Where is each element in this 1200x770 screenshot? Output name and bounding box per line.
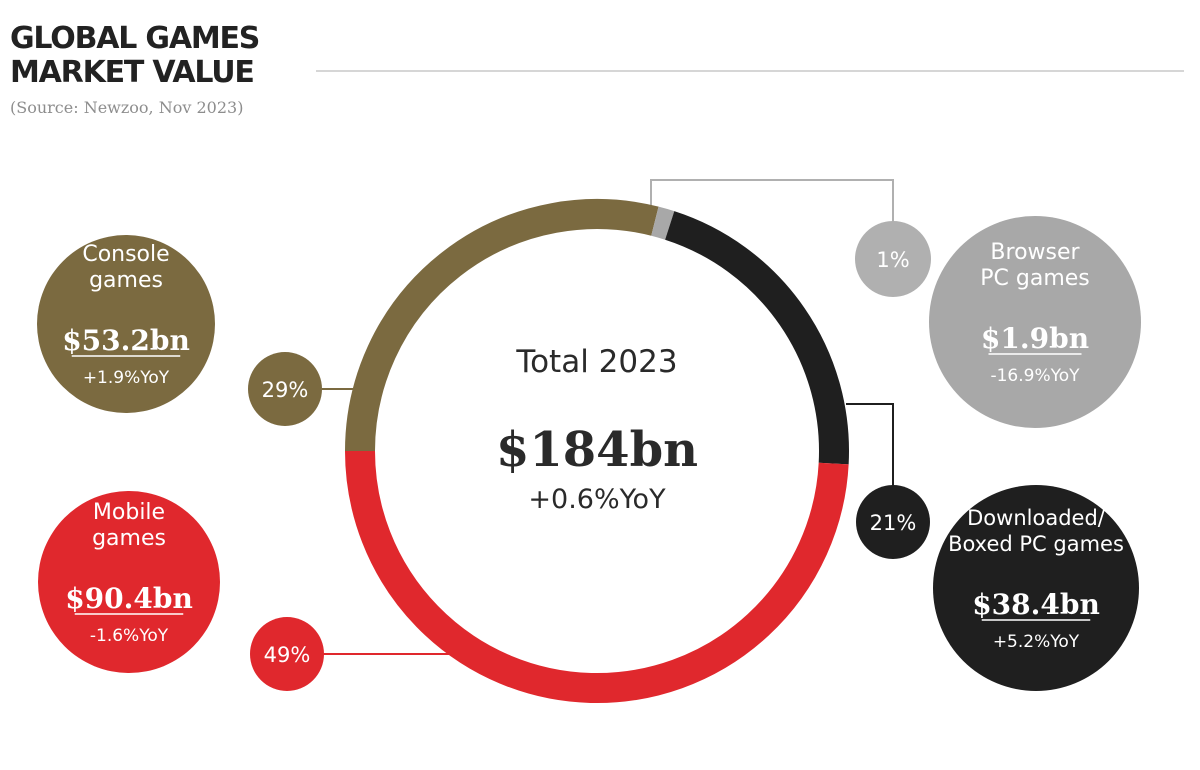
segment-bubble-console — [37, 235, 215, 413]
share-bubble-browser — [855, 221, 931, 297]
segment-value-downloaded: $38.4bn — [972, 588, 1100, 621]
segment-label-downloaded-line-1: Downloaded/ — [967, 506, 1106, 530]
share-label-browser: 1% — [876, 248, 909, 272]
segment-bubble-browser — [929, 216, 1141, 428]
share-label-console: 29% — [262, 378, 309, 402]
connector-line-browser — [650, 179, 894, 226]
donut-ring — [345, 199, 849, 703]
share-label-downloaded: 21% — [870, 511, 917, 535]
center-total-value: $184bn — [496, 422, 698, 478]
center-label: Total 2023 — [515, 344, 677, 380]
segment-yoy-console: +1.9%YoY — [83, 368, 170, 388]
share-bubble-console — [248, 352, 322, 426]
chart-title: GLOBAL GAMES MARKET VALUE — [10, 21, 260, 90]
share-bubble-downloaded — [856, 485, 930, 559]
segment-value-browser: $1.9bn — [981, 322, 1089, 355]
connector-line-downloaded — [846, 403, 894, 490]
segment-yoy-downloaded: +5.2%YoY — [993, 632, 1080, 652]
segment-label-console-line-1: Console — [82, 242, 169, 267]
donut-segment-browser — [651, 206, 675, 240]
segment-value-console: $53.2bn — [62, 324, 190, 357]
donut-segment-mobile — [345, 450, 849, 703]
segment-label-downloaded-line-2: Boxed PC games — [948, 532, 1124, 556]
donut-segment-downloaded — [665, 211, 849, 465]
segment-bubble-downloaded — [933, 485, 1139, 691]
center-yoy: +0.6%YoY — [528, 484, 666, 515]
segment-yoy-browser: -16.9%YoY — [990, 366, 1080, 386]
donut-segment-console — [345, 199, 659, 452]
segment-label-browser-line-1: Browser — [990, 240, 1080, 265]
segment-value-mobile: $90.4bn — [65, 582, 193, 615]
chart-source: (Source: Newzoo, Nov 2023) — [10, 98, 244, 117]
segment-bubble-mobile — [38, 491, 220, 673]
segment-label-mobile-line-2: games — [92, 526, 166, 551]
segment-label-console-line-2: games — [89, 268, 163, 293]
segment-label-mobile-line-1: Mobile — [93, 500, 165, 525]
title-divider — [316, 70, 1184, 72]
segment-label-browser-line-2: PC games — [980, 266, 1090, 291]
center-total: Total 2023 $184bn +0.6%YoY — [496, 344, 698, 515]
connector-lines — [314, 179, 894, 655]
share-label-mobile: 49% — [264, 643, 311, 667]
segment-yoy-mobile: -1.6%YoY — [90, 626, 169, 646]
share-bubble-mobile — [250, 617, 324, 691]
